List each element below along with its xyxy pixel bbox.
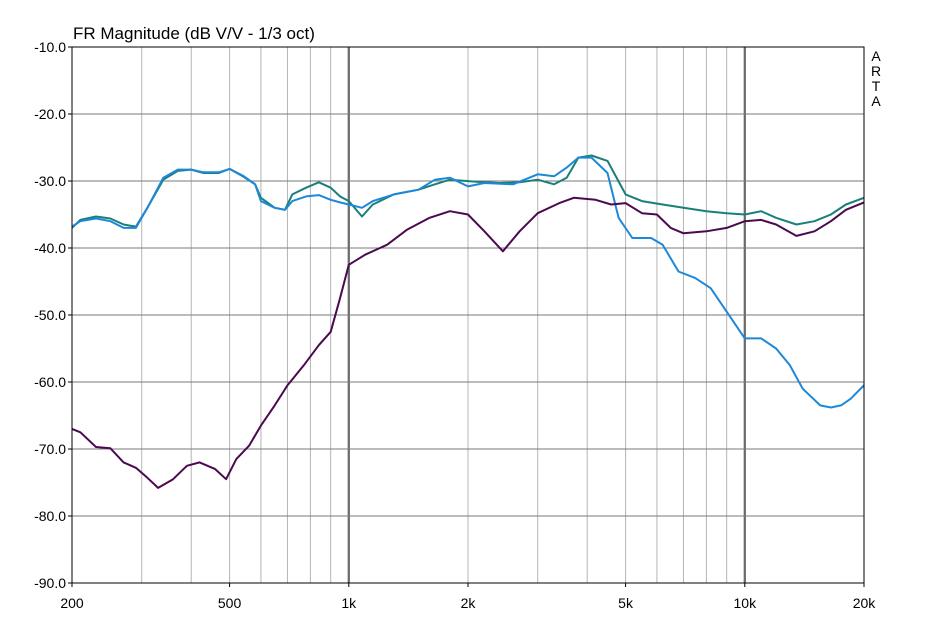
side-label-letter: A [871,48,881,64]
x-tick-label: 10k [734,595,758,611]
x-tick-label: 2k [461,595,477,611]
x-tick-label: 5k [618,595,634,611]
x-tick-label: 500 [218,595,242,611]
y-tick-label: -20.0 [34,106,66,122]
chart-title: FR Magnitude (dB V/V - 1/3 oct) [73,24,315,43]
y-tick-label: -70.0 [34,441,66,457]
series-lines [71,154,865,489]
side-label-letter: R [871,63,881,79]
grid-lines [72,47,864,583]
y-tick-label: -30.0 [34,173,66,189]
y-tick-label: -90.0 [34,575,66,591]
x-tick-label: 1k [341,595,357,611]
side-label-letter: A [871,93,881,109]
y-tick-label: -50.0 [34,307,66,323]
x-axis-ticks: 200 500 1k 2k 5k 10k 20k [60,583,876,611]
series-line-2 [71,156,865,409]
y-axis-ticks: -10.0 -20.0 -30.0 -40.0 -50.0 -60.0 -70.0 -80.0… [34,39,72,591]
series-line-3 [71,196,865,489]
x-tick-label: 20k [853,595,877,611]
y-tick-label: -40.0 [34,240,66,256]
x-tick-label: 200 [60,595,84,611]
y-tick-label: -10.0 [34,39,66,55]
y-tick-label: -80.0 [34,508,66,524]
side-label-letter: T [872,78,881,94]
y-tick-label: -60.0 [34,374,66,390]
